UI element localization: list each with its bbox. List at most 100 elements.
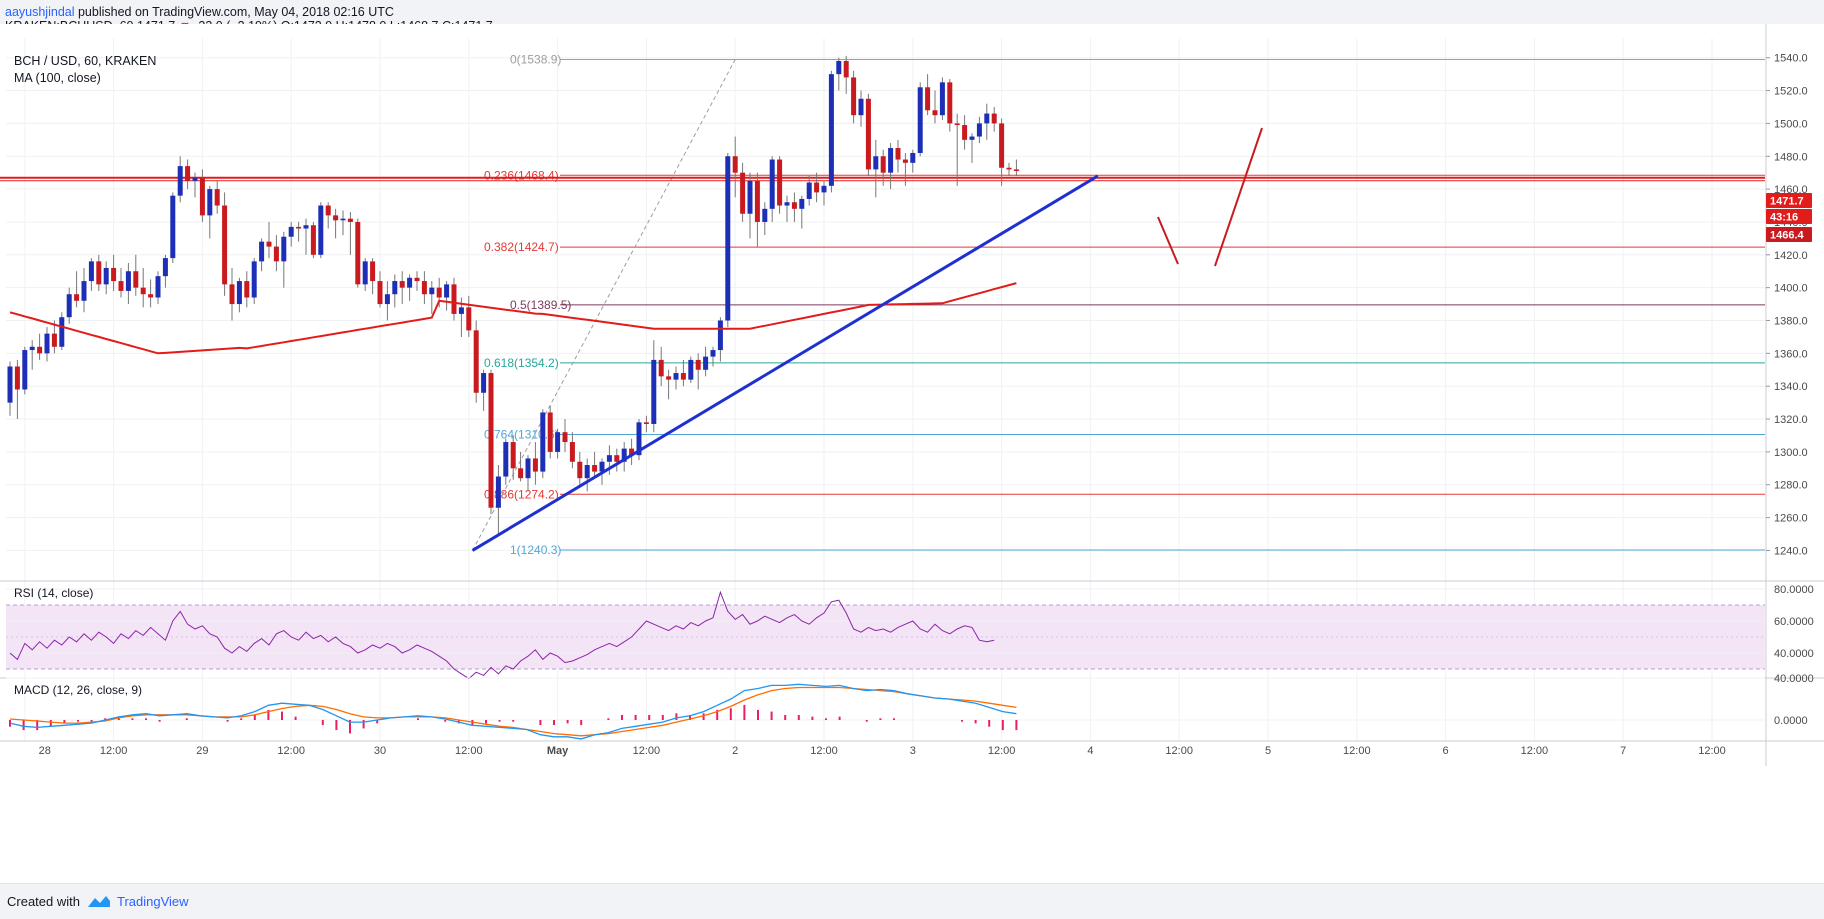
candle-down (732, 156, 738, 173)
candle-up (444, 284, 450, 298)
candle-down (629, 448, 635, 456)
candle-down (473, 330, 479, 393)
candle-down (695, 359, 701, 370)
candle-up (828, 74, 834, 186)
candle-down (185, 166, 191, 181)
price-badge-label: 43:16 (1770, 212, 1798, 224)
price-axis-label: 1240.0 (1774, 545, 1808, 557)
candle-up (939, 82, 945, 116)
candle-down (266, 241, 272, 247)
footer-bar: Created with TradingView (0, 883, 1824, 919)
created-with-text: Created with (7, 894, 80, 909)
candle-up (177, 166, 183, 196)
candle-down (118, 281, 124, 291)
candle-up (703, 356, 709, 370)
candle-down (532, 458, 538, 472)
candle-up (606, 455, 612, 462)
price-badge (1766, 227, 1812, 242)
candle-up (636, 422, 642, 456)
candle-up (784, 202, 790, 206)
time-axis-label: 5 (1265, 745, 1271, 757)
candle-down (51, 333, 57, 347)
candle-down (273, 246, 279, 262)
time-axis-label: 12:00 (988, 745, 1016, 757)
author-link[interactable]: aayushjindal (5, 5, 75, 19)
candle-down (791, 202, 797, 209)
candle-up (621, 448, 627, 462)
time-axis-label: 7 (1620, 745, 1626, 757)
time-axis-label: 12:00 (100, 745, 128, 757)
fib-level-label: 0(1538.9) (510, 53, 561, 67)
candle-up (103, 267, 109, 285)
time-axis-label: 12:00 (1165, 745, 1193, 757)
fib-level-label: 0.764(1310.6) (484, 427, 559, 441)
candle-up (888, 148, 894, 173)
time-axis-label: 12:00 (633, 745, 661, 757)
candle-up (162, 258, 168, 277)
candle-down (510, 442, 516, 469)
price-axis-label: 1400.0 (1774, 283, 1808, 295)
macd-axis-label: 40.0000 (1774, 673, 1814, 685)
fib-level-label: 0.236(1468.4) (484, 168, 559, 182)
candle-down (74, 294, 80, 301)
candle-up (688, 359, 694, 380)
candle-down (547, 412, 553, 452)
price-axis-label: 1500.0 (1774, 118, 1808, 130)
candle-down (1013, 169, 1019, 172)
chart-canvas[interactable]: 1540.01520.01500.01480.01460.01440.01420… (0, 24, 1824, 883)
rsi-line (9, 590, 995, 680)
candle-up (192, 177, 198, 181)
candle-down (658, 359, 664, 377)
time-axis-label: 6 (1443, 745, 1449, 757)
candle-down (843, 60, 849, 78)
candle-down (814, 182, 820, 193)
rsi-axis-label: 40.0000 (1774, 648, 1814, 660)
candle-up (525, 458, 531, 479)
tradingview-link[interactable]: TradingView (117, 894, 189, 909)
candle-down (296, 226, 302, 229)
candle-down (1006, 167, 1012, 170)
candle-down (643, 422, 649, 424)
candle-down (333, 215, 339, 221)
candle-up (584, 465, 590, 479)
candle-up (540, 412, 546, 472)
candle-up (392, 281, 398, 295)
candle-up (236, 281, 242, 305)
candle-up (599, 461, 605, 472)
candle-down (488, 373, 494, 508)
candle-down (754, 180, 760, 222)
candle-up (44, 333, 50, 354)
candle-down (666, 376, 672, 380)
candle-down (199, 177, 205, 216)
candle-down (562, 432, 568, 443)
macd-legend: MACD (12, 26, close, 9) (14, 683, 142, 697)
candle-up (207, 189, 213, 216)
price-axis-label: 1260.0 (1774, 513, 1808, 525)
price-badge-label: 1471.7 (1770, 196, 1804, 208)
fib-level-label: 0.618(1354.2) (484, 356, 559, 370)
candle-down (518, 468, 524, 479)
candle-down (111, 267, 117, 282)
candle-up (806, 182, 812, 199)
time-axis-label: 2 (732, 745, 738, 757)
candle-up (747, 180, 753, 214)
time-axis-label: 30 (374, 745, 386, 757)
candle-down (355, 221, 361, 285)
fib-level-label: 0.5(1389.5) (510, 298, 571, 312)
candle-up (155, 276, 161, 298)
price-axis-label: 1420.0 (1774, 250, 1808, 262)
candle-down (370, 261, 376, 282)
candle-up (170, 195, 176, 259)
candle-down (577, 461, 583, 479)
candle-down (229, 284, 235, 305)
candle-up (651, 359, 657, 424)
candle-up (66, 294, 72, 318)
candle-down (148, 294, 154, 298)
rsi-legend: RSI (14, close) (14, 586, 93, 600)
fib-level-label: 1(1240.3) (510, 543, 561, 557)
candle-up (340, 218, 346, 221)
macd-line (9, 683, 1017, 740)
candle-down (421, 281, 427, 295)
candle-up (362, 261, 368, 285)
candle-down (902, 159, 908, 163)
